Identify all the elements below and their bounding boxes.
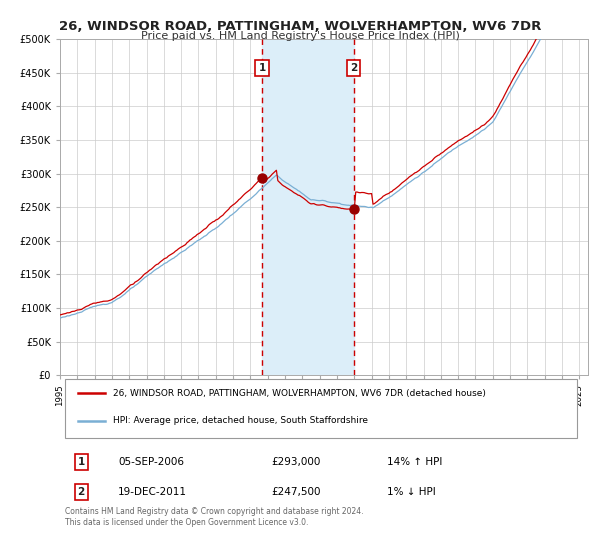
Text: HPI: Average price, detached house, South Staffordshire: HPI: Average price, detached house, Sout… [113, 416, 368, 425]
Text: 26, WINDSOR ROAD, PATTINGHAM, WOLVERHAMPTON, WV6 7DR (detached house): 26, WINDSOR ROAD, PATTINGHAM, WOLVERHAMP… [113, 389, 485, 398]
Text: 2: 2 [350, 63, 357, 73]
Bar [262, 39, 353, 375]
FancyBboxPatch shape [65, 379, 577, 437]
Text: 26, WINDSOR ROAD, PATTINGHAM, WOLVERHAMPTON, WV6 7DR: 26, WINDSOR ROAD, PATTINGHAM, WOLVERHAMP… [59, 20, 541, 32]
Text: £293,000: £293,000 [271, 458, 320, 468]
Text: 05-SEP-2006: 05-SEP-2006 [118, 458, 184, 468]
Text: Contains HM Land Registry data © Crown copyright and database right 2024.
This d: Contains HM Land Registry data © Crown c… [65, 507, 364, 526]
Text: 1% ↓ HPI: 1% ↓ HPI [388, 487, 436, 497]
Text: 19-DEC-2011: 19-DEC-2011 [118, 487, 187, 497]
Text: 1: 1 [259, 63, 266, 73]
Text: 2: 2 [77, 487, 85, 497]
Text: £247,500: £247,500 [271, 487, 321, 497]
Text: 1: 1 [77, 458, 85, 468]
Text: Price paid vs. HM Land Registry's House Price Index (HPI): Price paid vs. HM Land Registry's House … [140, 31, 460, 41]
Text: 14% ↑ HPI: 14% ↑ HPI [388, 458, 443, 468]
